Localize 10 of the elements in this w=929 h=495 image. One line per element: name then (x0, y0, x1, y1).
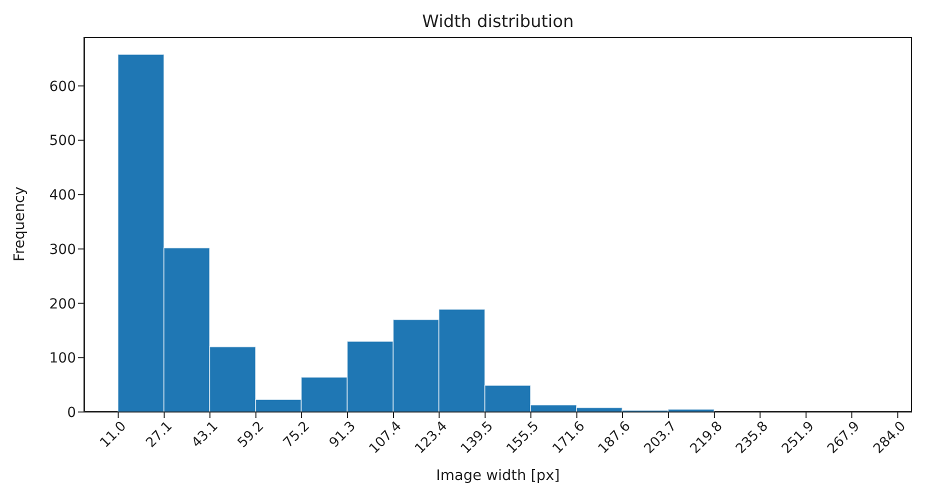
y-tick-label: 200 (49, 296, 76, 312)
y-tick-label: 100 (49, 350, 76, 367)
x-axis-title: Image width [px] (435, 468, 561, 484)
y-tick-label: 400 (49, 188, 76, 204)
y-tick-label: 500 (49, 133, 76, 150)
y-tick-label: 600 (49, 78, 76, 95)
y-axis-title: Frequency (12, 186, 28, 261)
y-tick-label: 300 (49, 242, 76, 258)
y-tick-label: 0 (67, 404, 76, 421)
chart-title: Width distribution (421, 12, 575, 32)
